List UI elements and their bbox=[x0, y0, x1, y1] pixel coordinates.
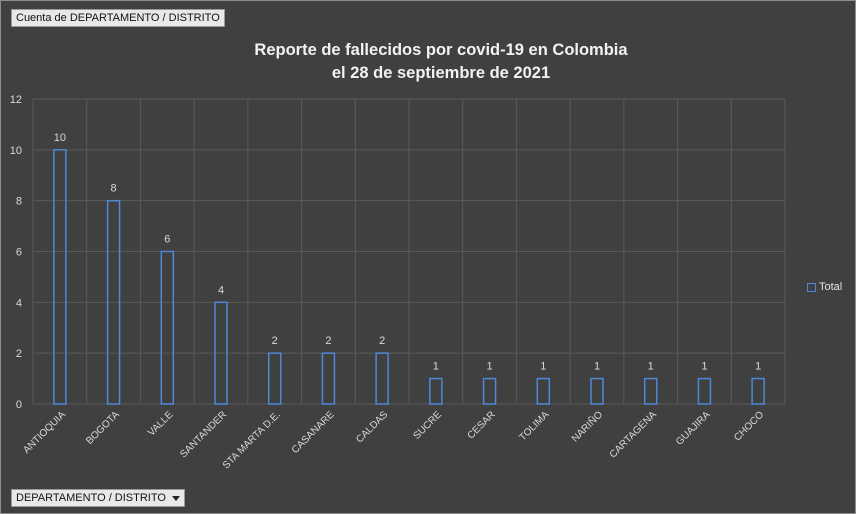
y-tick-label: 8 bbox=[16, 196, 22, 208]
category-label: SANTANDER bbox=[178, 409, 229, 460]
axis-field-dropdown[interactable]: DEPARTAMENTO / DISTRITO bbox=[11, 489, 185, 507]
axis-field-label: DEPARTAMENTO / DISTRITO bbox=[16, 492, 166, 504]
legend-label: Total bbox=[819, 281, 843, 293]
y-tick-label: 10 bbox=[10, 145, 22, 157]
y-tick-label: 2 bbox=[16, 348, 22, 360]
data-label: 2 bbox=[272, 335, 278, 347]
legend-swatch bbox=[807, 282, 816, 292]
category-label: NARIÑO bbox=[568, 408, 605, 445]
category-label: CESAR bbox=[466, 409, 498, 441]
data-label: 6 bbox=[164, 234, 170, 246]
bar bbox=[160, 250, 175, 405]
bar bbox=[697, 377, 712, 405]
data-label: 4 bbox=[218, 284, 224, 296]
chart-title-line1: Reporte de fallecidos por covid-19 en Co… bbox=[254, 41, 628, 59]
bar bbox=[536, 377, 551, 405]
category-label: VALLE bbox=[146, 409, 176, 439]
bar bbox=[106, 199, 121, 405]
bar bbox=[267, 352, 282, 405]
data-label: 10 bbox=[54, 132, 66, 144]
data-label: 1 bbox=[755, 361, 761, 373]
category-label: GUAJIRA bbox=[674, 409, 713, 448]
value-field-button[interactable]: Cuenta de DEPARTAMENTO / DISTRITO bbox=[11, 9, 225, 27]
chart-title-line2: el 28 de septiembre de 2021 bbox=[331, 64, 551, 82]
bar bbox=[643, 377, 658, 405]
category-label: ANTIOQUIA bbox=[21, 409, 68, 456]
data-label: 1 bbox=[594, 361, 600, 373]
data-label: 1 bbox=[540, 361, 546, 373]
data-label: 8 bbox=[111, 183, 117, 195]
y-tick-label: 12 bbox=[10, 94, 22, 106]
data-label: 1 bbox=[648, 361, 654, 373]
bar bbox=[53, 149, 67, 405]
data-label: 1 bbox=[433, 361, 439, 373]
bar bbox=[375, 352, 389, 405]
bar bbox=[321, 352, 336, 405]
category-label: TOLIMA bbox=[517, 409, 551, 443]
legend: Total bbox=[807, 281, 842, 293]
bar bbox=[214, 301, 228, 405]
bar bbox=[482, 377, 497, 405]
chevron-down-icon bbox=[171, 495, 180, 501]
category-label: BOGOTA bbox=[84, 409, 122, 447]
y-tick-label: 4 bbox=[16, 297, 22, 309]
category-label: STA MARTA D.E. bbox=[221, 409, 283, 471]
data-label: 1 bbox=[701, 361, 707, 373]
y-tick-label: 6 bbox=[16, 247, 22, 259]
bar bbox=[590, 377, 604, 405]
category-label: CHOCO bbox=[732, 409, 766, 443]
category-label: CARTAGENA bbox=[608, 409, 659, 460]
data-label: 2 bbox=[325, 335, 331, 347]
category-label: CASANARE bbox=[290, 409, 337, 456]
category-label: SUCRE bbox=[411, 409, 444, 442]
bar bbox=[429, 377, 443, 405]
y-tick-label: 0 bbox=[16, 399, 22, 411]
data-label: 2 bbox=[379, 335, 385, 347]
category-label: CALDAS bbox=[354, 409, 390, 445]
bar bbox=[751, 377, 765, 405]
chart-title: Reporte de fallecidos por covid-19 en Co… bbox=[151, 39, 731, 85]
data-label: 1 bbox=[487, 361, 493, 373]
